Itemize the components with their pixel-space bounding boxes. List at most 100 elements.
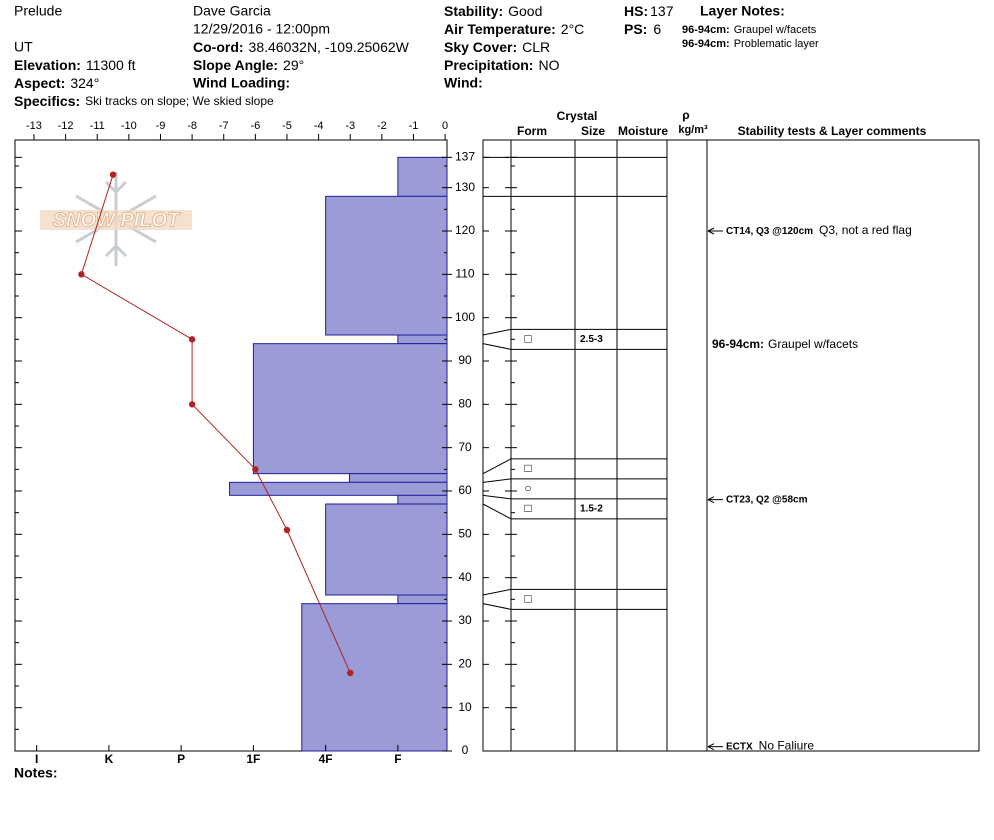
y-tick-label: 137 <box>455 150 475 164</box>
label: Precipitation: <box>444 57 533 73</box>
stability-test: CT14, Q3 @120cm Q3, not a red flag <box>726 223 912 237</box>
table-frame <box>482 139 980 752</box>
label: Elevation: <box>14 57 81 73</box>
grain-form: □ <box>524 592 531 606</box>
slope-angle: Slope Angle: 29° <box>193 57 304 73</box>
specifics: Specifics: Ski tracks on slope; We skied … <box>14 93 274 109</box>
x-tick-label: -9 <box>156 120 166 132</box>
value: 6 <box>653 21 661 37</box>
text: Graupel w/facets <box>768 337 858 351</box>
grain-form: ○ <box>524 481 531 495</box>
y-tick-label: 40 <box>458 570 472 584</box>
test-label: CT23, Q2 @58cm <box>726 494 808 505</box>
value: 29° <box>283 57 304 73</box>
value: 11300 ft <box>86 57 136 73</box>
layer-connector <box>482 503 512 520</box>
x-tick-label: -6 <box>250 120 260 132</box>
x-tick-label: -5 <box>282 120 292 132</box>
y-tick-label: 0 <box>462 743 469 757</box>
temperature-point <box>347 669 354 677</box>
x-tick-label: 0 <box>442 120 448 132</box>
hardness-tick-label: F <box>394 752 401 766</box>
x-tick-label: -12 <box>58 120 74 132</box>
label: Sky Cover: <box>444 39 517 55</box>
test-comment: No Faliure <box>759 739 815 753</box>
label: Air Temperature: <box>444 21 556 37</box>
label: Co-ord: <box>193 39 244 55</box>
y-tick-label: 90 <box>458 353 472 367</box>
observer: Dave Garcia <box>193 3 271 19</box>
grain-form: □ <box>524 501 531 515</box>
value: NO <box>538 57 559 73</box>
hardness-bar <box>252 343 448 475</box>
temperature-point <box>283 526 291 534</box>
hardness-bar <box>301 603 448 752</box>
label: Slope Angle: <box>193 57 278 73</box>
ps: PS: 6 <box>624 21 661 37</box>
x-tick-label: -3 <box>345 120 355 132</box>
layer-note: 96-94cm: Problematic layer <box>682 38 819 50</box>
label: PS: <box>624 21 647 37</box>
text: Problematic layer <box>734 38 819 50</box>
label: Stability: <box>444 3 503 19</box>
stability-test: CT23, Q2 @58cm <box>726 494 808 505</box>
hardness-bar <box>397 156 448 197</box>
logo-band <box>40 210 192 230</box>
test-arrow-head <box>707 496 715 504</box>
y-tick-label: 10 <box>458 700 472 714</box>
x-tick-label: -8 <box>187 120 197 132</box>
elevation: Elevation: 11300 ft <box>14 57 136 73</box>
x-tick-label: -11 <box>90 120 105 132</box>
logo-text: SNOW PILOT <box>53 209 181 231</box>
col-density-unit: kg/m³ <box>678 124 708 136</box>
value: 324° <box>70 75 99 91</box>
hardness-tick-label: 4F <box>319 752 333 766</box>
value: 137 <box>650 3 674 19</box>
state: UT <box>14 39 33 55</box>
y-tick-label: 100 <box>455 310 475 324</box>
y-tick-label: 50 <box>458 527 472 541</box>
layer-connector <box>482 603 512 610</box>
col-crystal: Crystal <box>557 109 598 123</box>
x-tick-label: -7 <box>219 120 229 132</box>
value: 38.46032N, -109.25062W <box>249 39 410 55</box>
grain-size: 1.5-2 <box>580 503 603 514</box>
temperature-point <box>78 271 85 278</box>
temperature-point <box>109 171 117 178</box>
hardness-bar <box>397 594 448 605</box>
location: Prelude <box>14 3 62 19</box>
hardness-bar <box>325 195 448 336</box>
y-tick-label: 110 <box>455 267 474 281</box>
value: Good <box>508 3 542 19</box>
sky-cover: Sky Cover: CLR <box>444 39 550 55</box>
stability: Stability: Good <box>444 3 542 19</box>
y-tick-label: 80 <box>458 397 472 411</box>
value: Ski tracks on slope; We skied slope <box>85 94 274 108</box>
layer-connector <box>482 478 512 483</box>
air-temperature: Air Temperature: 2°C <box>444 21 584 37</box>
range: 96-94cm: <box>682 24 730 36</box>
wind-loading: Wind Loading: <box>193 75 290 91</box>
value: CLR <box>522 39 550 55</box>
test-label: ECTX <box>726 741 753 752</box>
x-tick-label: -10 <box>121 120 137 132</box>
stability-test: ECTX No Faliure <box>726 739 814 753</box>
x-tick-label: -13 <box>26 120 42 132</box>
hardness-bar <box>397 494 448 505</box>
temperature-point <box>188 336 196 343</box>
hardness-tick-label: 1F <box>246 752 260 766</box>
test-arrow-head <box>707 743 715 751</box>
y-tick-label: 20 <box>458 657 472 671</box>
col-stability: Stability tests & Layer comments <box>738 124 927 138</box>
test-comment: Q3, not a red flag <box>819 223 912 237</box>
test-arrow-head <box>707 227 715 235</box>
hardness-tick-label: K <box>105 752 114 766</box>
aspect: Aspect: 324° <box>14 75 99 91</box>
hardness-tick-label: I <box>35 752 38 766</box>
layer-note: 96-94cm: Graupel w/facets <box>682 24 817 36</box>
layer-connector <box>482 588 512 596</box>
precipitation: Precipitation: NO <box>444 57 560 73</box>
y-tick-label: 70 <box>458 440 472 454</box>
value: 2°C <box>561 21 585 37</box>
layer-comment: 96-94cm: Graupel w/facets <box>712 337 858 351</box>
